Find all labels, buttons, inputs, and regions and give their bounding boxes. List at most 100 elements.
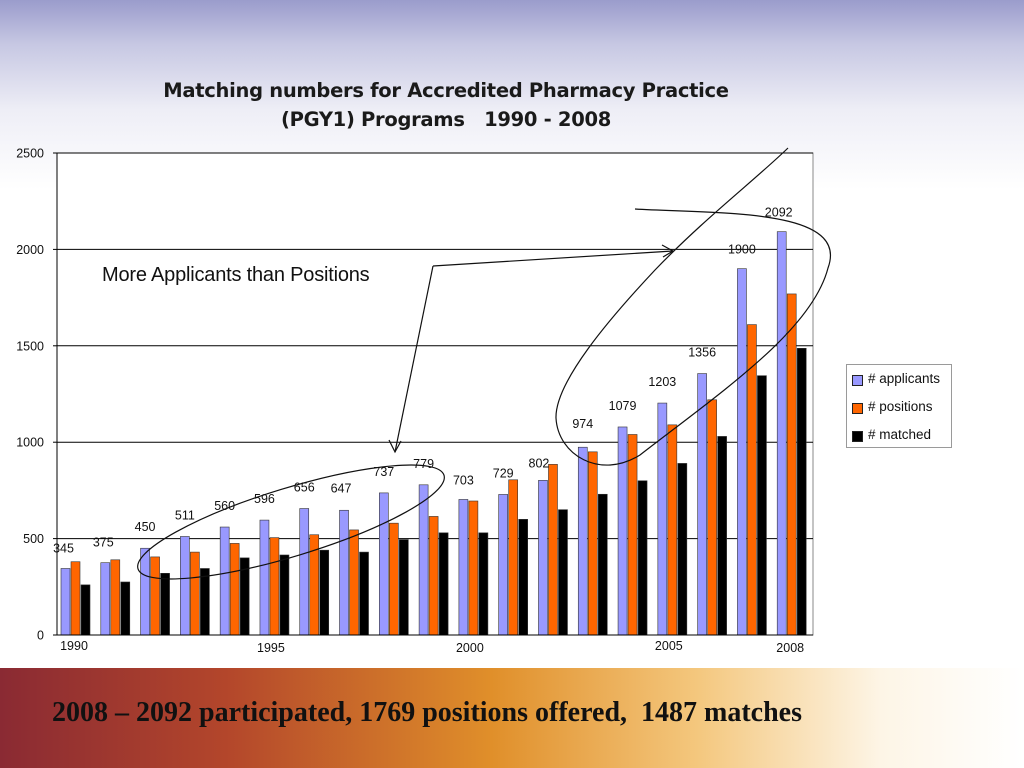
x-tick-label: 2000	[456, 641, 484, 655]
data-label: 779	[413, 457, 434, 471]
bar-positions	[508, 479, 518, 636]
legend-label-applicants: # applicants	[868, 371, 941, 386]
bar-positions	[667, 424, 678, 636]
bar-applicants	[577, 446, 588, 636]
bar-matched	[200, 568, 210, 636]
data-label: 1203	[648, 375, 676, 389]
y-tick-label: 1000	[16, 436, 44, 450]
bar-matched	[558, 509, 568, 636]
chart-title-line-2: (PGY1) Programs 1990 - 2008	[280, 108, 612, 131]
highlight-curve-late	[555, 147, 831, 466]
data-label: 345	[53, 541, 74, 555]
annotation-arrow-right	[432, 250, 674, 267]
y-tick-label: 0	[37, 629, 44, 643]
data-label: 974	[572, 417, 593, 431]
legend-label-matched: # matched	[868, 427, 932, 442]
data-label: 703	[453, 473, 474, 487]
bar-positions	[269, 537, 280, 636]
bar-positions	[428, 516, 439, 636]
bar-applicants	[140, 547, 150, 636]
bar-matched	[518, 519, 528, 636]
bar-matched	[359, 551, 369, 636]
data-label: 560	[214, 499, 235, 513]
x-tick-label: 1990	[60, 639, 88, 653]
legend-item-matched: # matched	[852, 427, 951, 455]
y-tick-label: 500	[23, 532, 44, 546]
data-label: 802	[529, 456, 550, 470]
chart-title-line-1: Matching numbers for Accredited Pharmacy…	[163, 79, 729, 102]
x-tick-label: 2008	[776, 641, 804, 655]
highlight-ellipse-early	[137, 464, 445, 580]
data-label: 647	[331, 481, 352, 495]
bar-matched	[80, 584, 91, 636]
bar-positions	[548, 464, 558, 636]
bar-applicants	[498, 494, 508, 636]
data-label: 729	[493, 466, 514, 480]
bar-applicants	[776, 231, 787, 636]
data-label: 596	[254, 492, 275, 506]
data-label: 1356	[688, 346, 716, 360]
data-label: 1079	[609, 399, 637, 413]
data-label: 375	[93, 536, 114, 550]
bar-positions	[587, 451, 598, 636]
legend-swatch-applicants	[852, 375, 863, 386]
bar-positions	[70, 561, 81, 636]
legend-label-positions: # positions	[868, 399, 933, 414]
bar-positions	[786, 293, 797, 636]
bar-matched	[399, 539, 409, 636]
bar-applicants	[259, 519, 270, 636]
chart-legend: # applicants # positions # matched	[846, 364, 952, 448]
bar-applicants	[418, 484, 429, 636]
bar-matched	[120, 581, 131, 636]
bar-applicants	[617, 426, 628, 636]
y-tick-label: 2500	[16, 147, 44, 161]
legend-swatch-matched	[852, 431, 863, 442]
bar-matched	[677, 463, 688, 636]
bar-applicants	[538, 480, 548, 636]
bar-matched	[597, 493, 608, 636]
banner-summary-text: 2008 – 2092 participated, 1769 positions…	[52, 697, 802, 728]
data-label: 2092	[765, 206, 793, 220]
legend-item-applicants: # applicants	[852, 371, 951, 399]
bar-applicants	[339, 509, 349, 636]
x-tick-label: 2005	[655, 639, 683, 653]
bar-applicants	[697, 373, 707, 636]
x-tick-label: 1995	[257, 641, 285, 655]
bar-applicants	[458, 499, 469, 636]
bar-applicants	[180, 536, 190, 636]
data-label: 511	[175, 508, 195, 522]
legend-swatch-positions	[852, 403, 863, 414]
annotation-label: More Applicants than Positions	[102, 264, 370, 286]
bar-applicants	[299, 508, 310, 636]
bar-matched	[478, 532, 489, 636]
bar-positions	[150, 556, 160, 636]
annotation-arrow-left	[394, 265, 434, 453]
bar-matched	[160, 573, 170, 636]
bar-matched	[637, 480, 648, 636]
data-label: 450	[135, 520, 156, 534]
bar-positions	[229, 543, 240, 636]
chart-title: Matching numbers for Accredited Pharmacy…	[0, 76, 892, 134]
bar-matched	[319, 549, 330, 636]
bar-positions	[747, 324, 757, 636]
bar-positions	[389, 522, 399, 636]
data-label: 737	[373, 465, 394, 479]
annotation-arrow-right-head	[661, 244, 675, 258]
legend-item-positions: # positions	[852, 399, 951, 427]
bar-positions	[349, 529, 359, 636]
bar-matched	[796, 348, 807, 636]
bar-matched	[717, 436, 727, 636]
bar-applicants	[379, 492, 389, 636]
bar-positions	[190, 551, 200, 636]
bar-positions	[110, 559, 121, 636]
y-tick-label: 2000	[16, 243, 44, 257]
bar-applicants	[737, 268, 747, 636]
bar-positions	[627, 434, 638, 636]
bottom-banner	[0, 668, 1024, 768]
bar-applicants	[100, 562, 111, 636]
data-label: 1900	[728, 243, 756, 257]
bar-matched	[757, 375, 767, 636]
annotation-arrow-left-head	[388, 439, 402, 454]
